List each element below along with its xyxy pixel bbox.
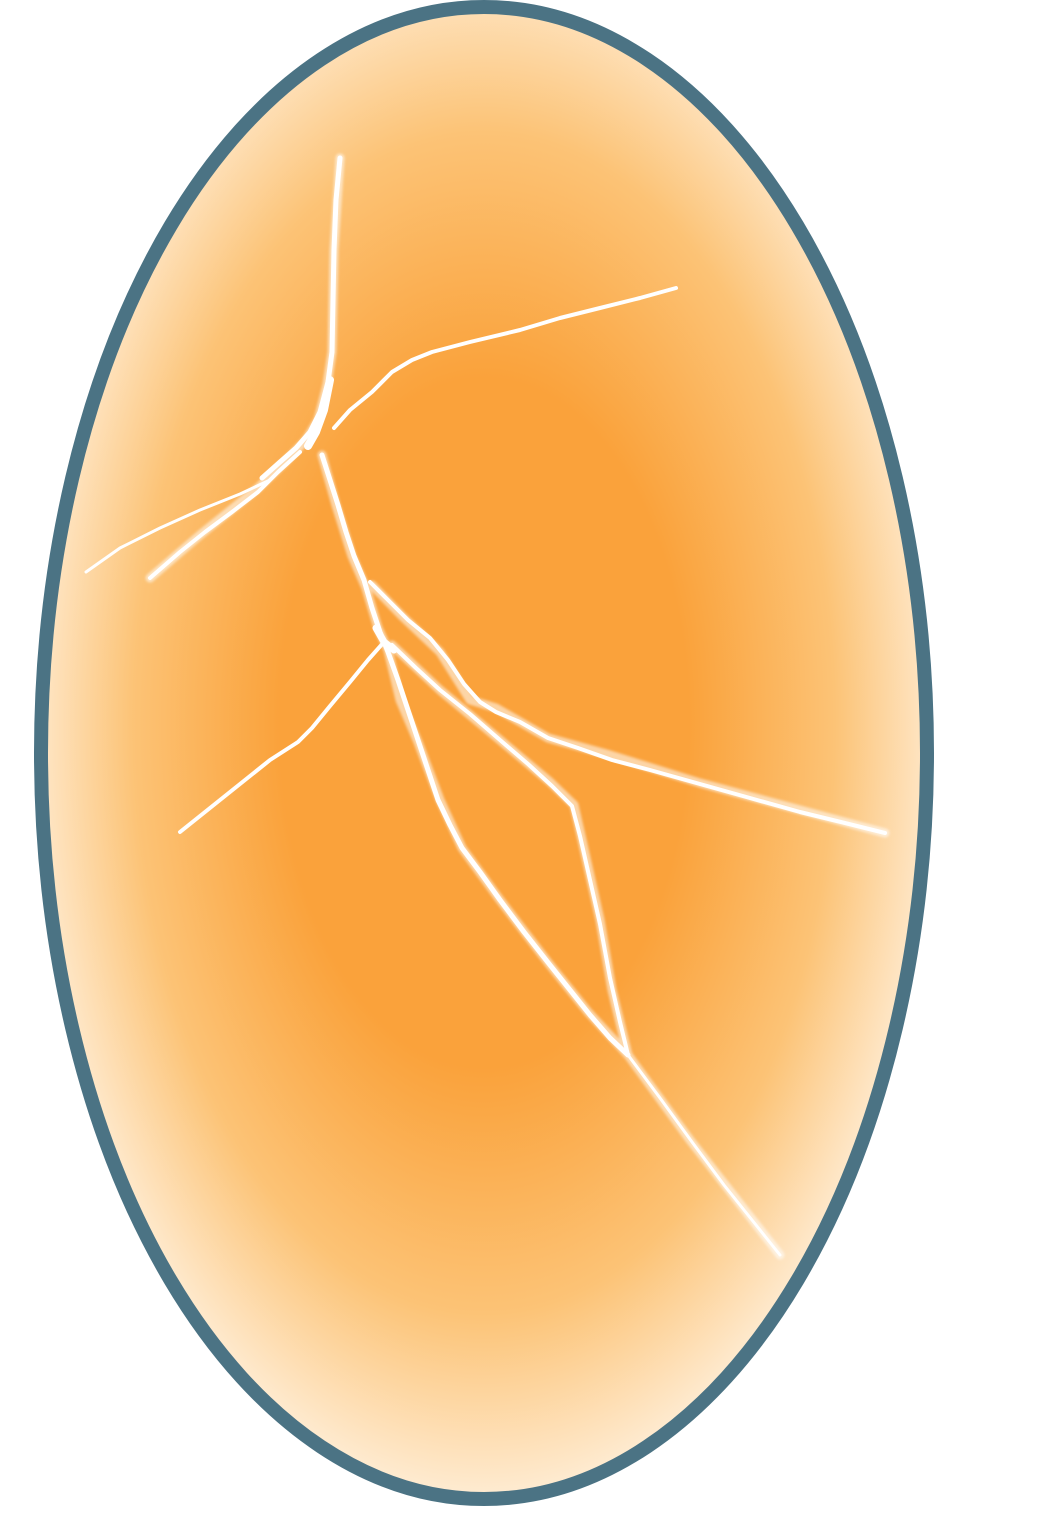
crack-lower-left bbox=[178, 640, 386, 834]
crack-lower-tail bbox=[626, 1053, 782, 1257]
egg-shell bbox=[34, 0, 934, 1506]
crack-junction-mid bbox=[372, 624, 398, 654]
crack-left-lower bbox=[148, 450, 302, 580]
crack-junction-top bbox=[304, 376, 334, 450]
crack-left-upper bbox=[84, 478, 272, 574]
cracks bbox=[84, 155, 887, 1257]
crack-upper-right bbox=[332, 286, 678, 430]
crack-center-descending bbox=[319, 452, 631, 1058]
crack-right-long bbox=[368, 580, 887, 835]
crack-inner-loop bbox=[390, 643, 630, 1057]
